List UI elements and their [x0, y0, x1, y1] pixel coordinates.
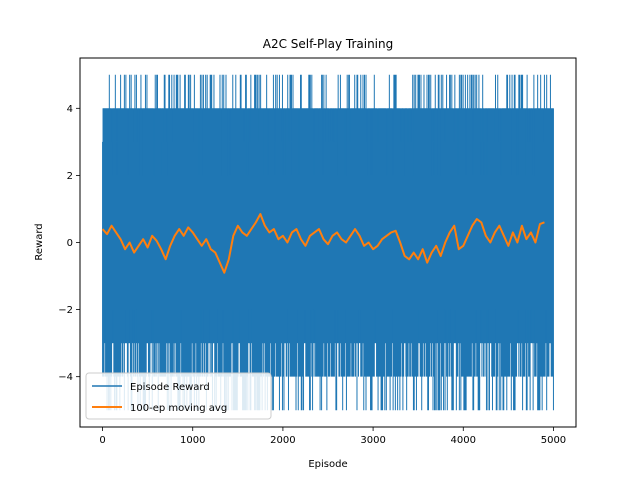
chart-title: A2C Self-Play Training [263, 37, 393, 51]
y-tick-label: 0 [67, 238, 73, 249]
plot-area [101, 74, 554, 411]
legend-label-moving-avg: 100-ep moving avg [130, 403, 227, 414]
x-tick-label: 5000 [541, 435, 566, 446]
y-axis-label: Reward [34, 223, 45, 260]
y-tick-label: 4 [67, 104, 73, 115]
y-tick-label: −2 [58, 305, 73, 316]
x-tick-label: 1000 [180, 435, 205, 446]
x-tick-label: 0 [99, 435, 105, 446]
legend-box [85, 372, 272, 420]
moving-average-line [101, 212, 545, 274]
x-tick-label: 2000 [270, 435, 295, 446]
legend-label-episode-reward: Episode Reward [130, 382, 210, 393]
legend: Episode Reward 100-ep moving avg [85, 372, 272, 420]
y-tick-label: 2 [67, 171, 73, 182]
x-axis: 0 1000 2000 3000 4000 5000 [99, 427, 566, 446]
x-tick-label: 4000 [451, 435, 476, 446]
x-tick-label: 3000 [360, 435, 385, 446]
y-axis: −4 −2 0 2 4 [58, 104, 80, 383]
x-axis-label: Episode [308, 459, 347, 470]
y-tick-label: −4 [58, 372, 73, 383]
episode-reward-series [102, 74, 554, 411]
